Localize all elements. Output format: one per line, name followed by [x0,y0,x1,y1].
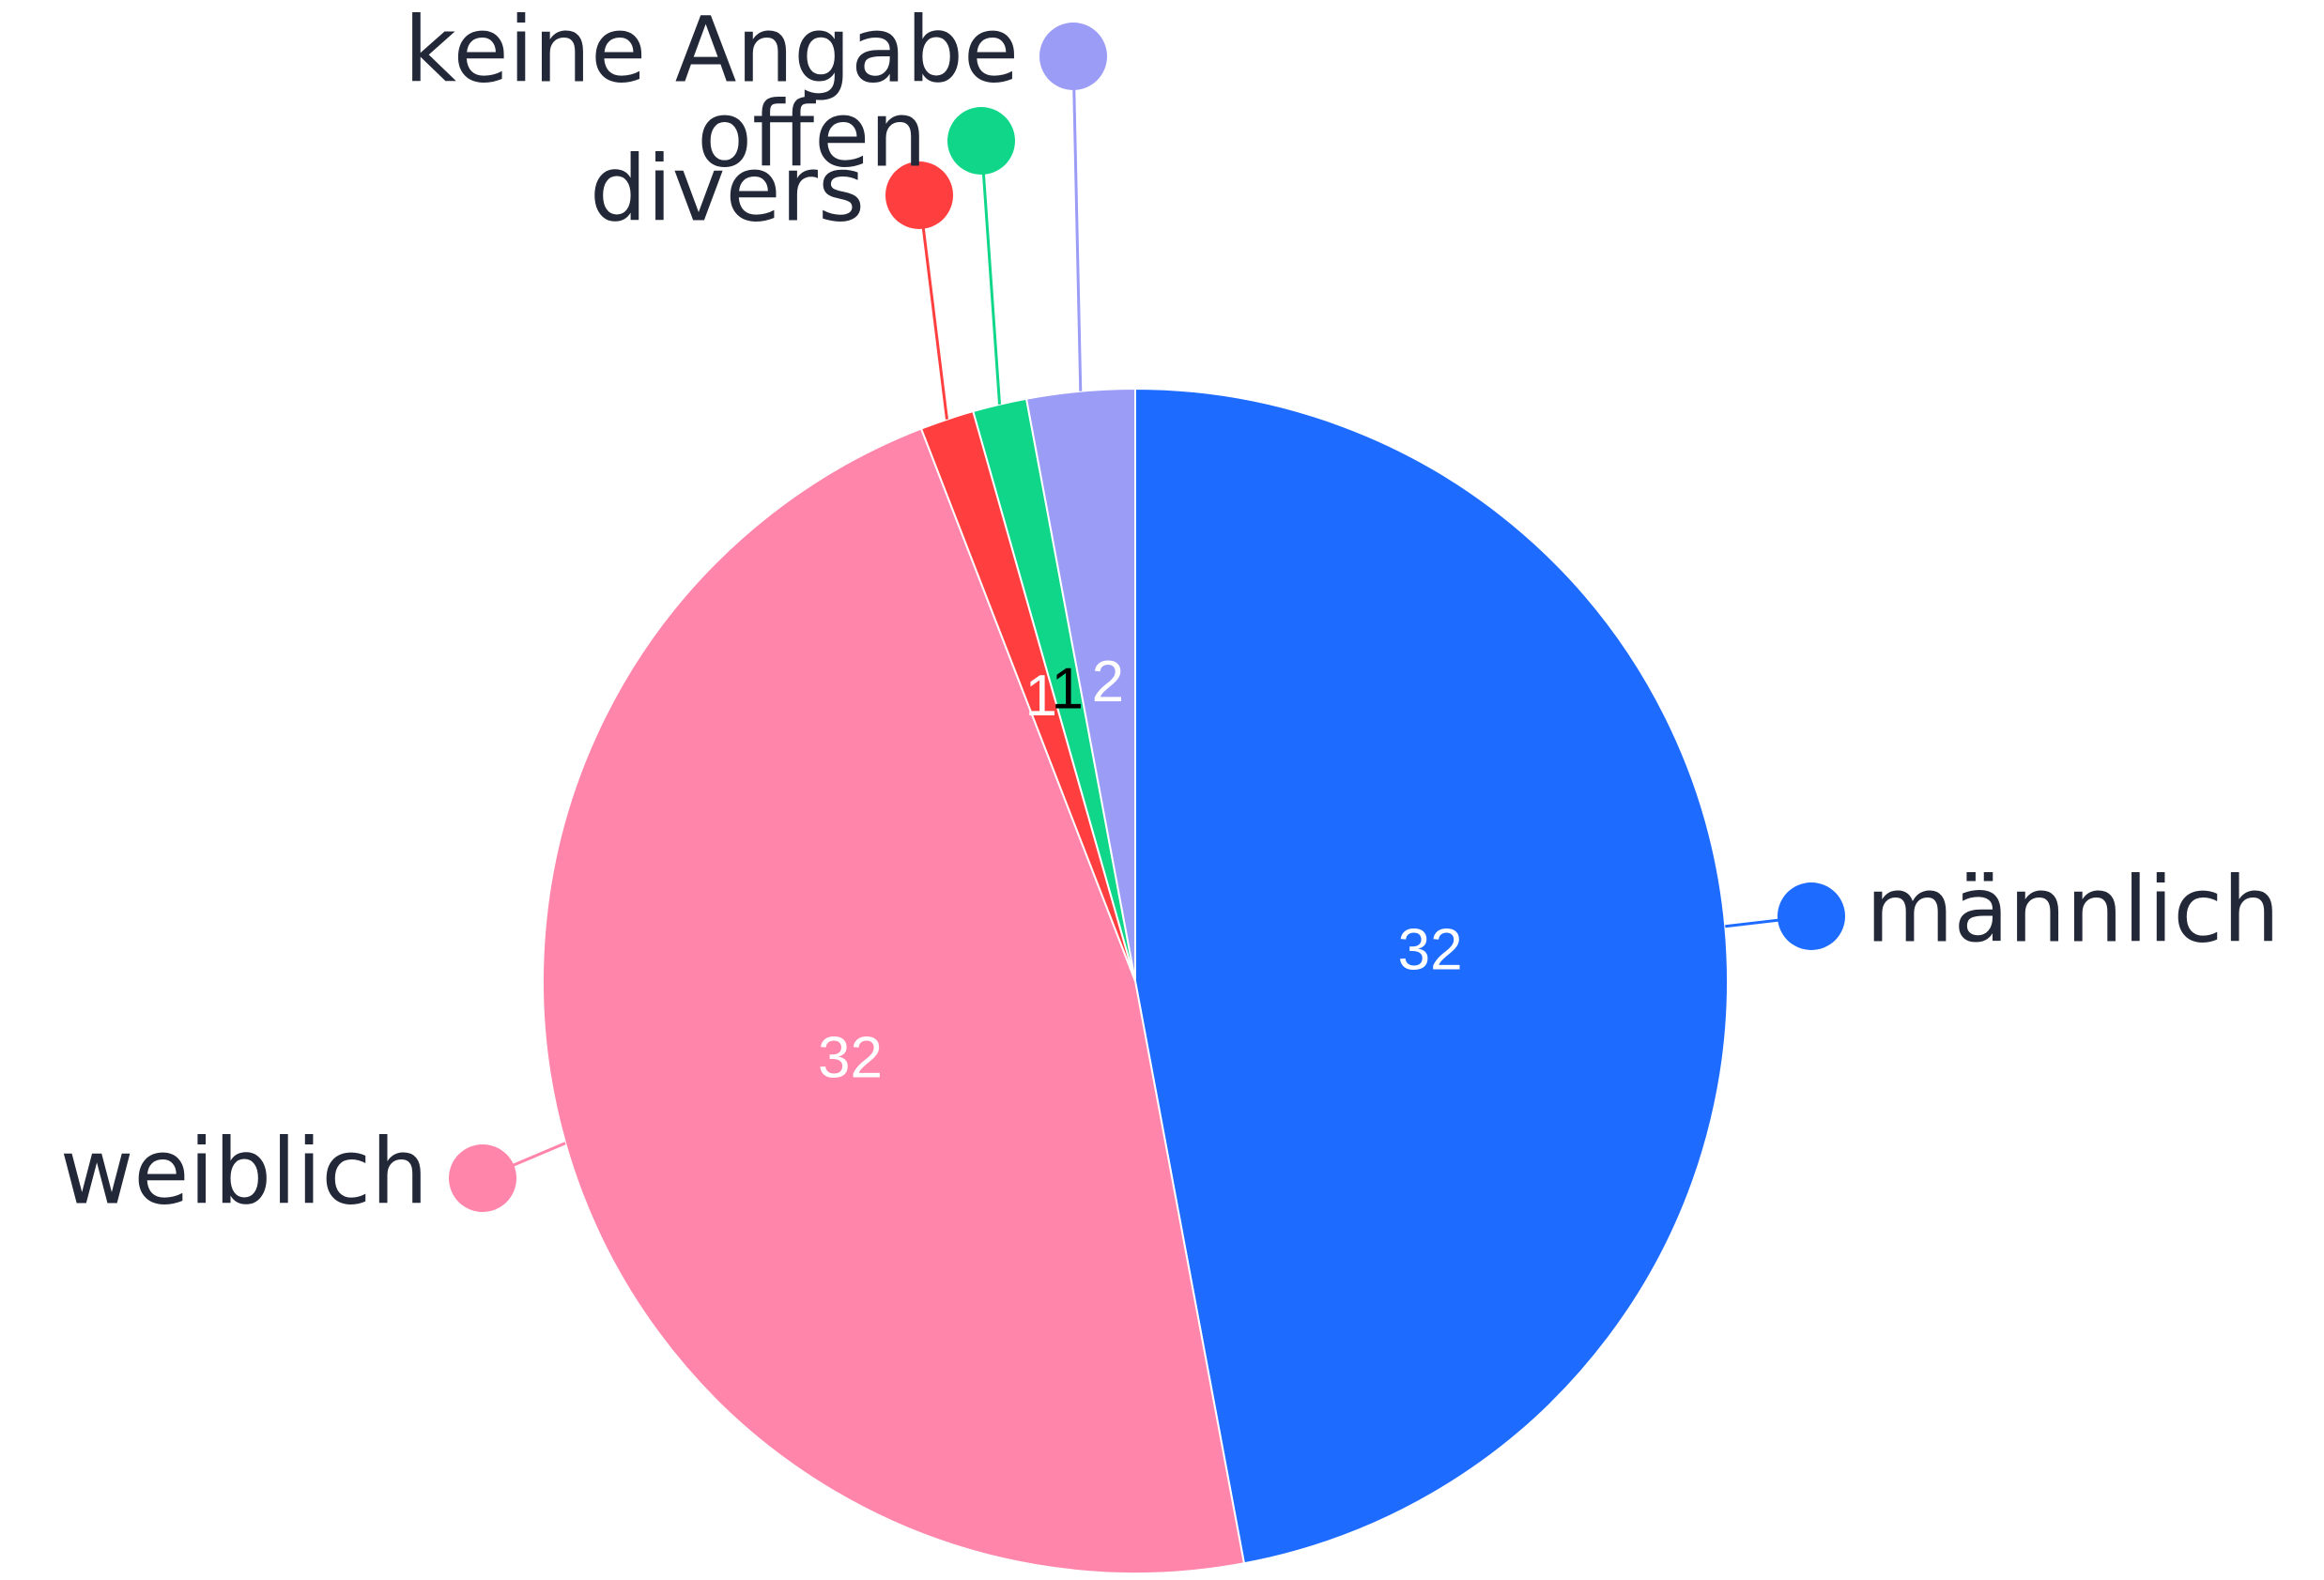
data-label: 1 [1024,664,1056,729]
category-label: männlich [1866,857,2280,962]
category-label: offen [697,82,927,187]
leader-line [1071,55,1083,391]
data-label: 32 [1398,917,1463,982]
category-label: weiblich [60,1119,428,1224]
legend-dot [1039,23,1107,90]
legend-dot [449,1144,516,1212]
leader-line [917,194,948,420]
category-label: divers [590,136,865,241]
data-label: 2 [1092,650,1124,714]
category-label: keine Angabe [404,0,1019,102]
leader-line [979,140,1002,405]
data-label: 1 [1052,656,1084,721]
data-label: 32 [818,1026,883,1091]
legend-dot [947,107,1015,175]
legend-dot [1778,882,1845,950]
legend-dot [885,161,953,229]
